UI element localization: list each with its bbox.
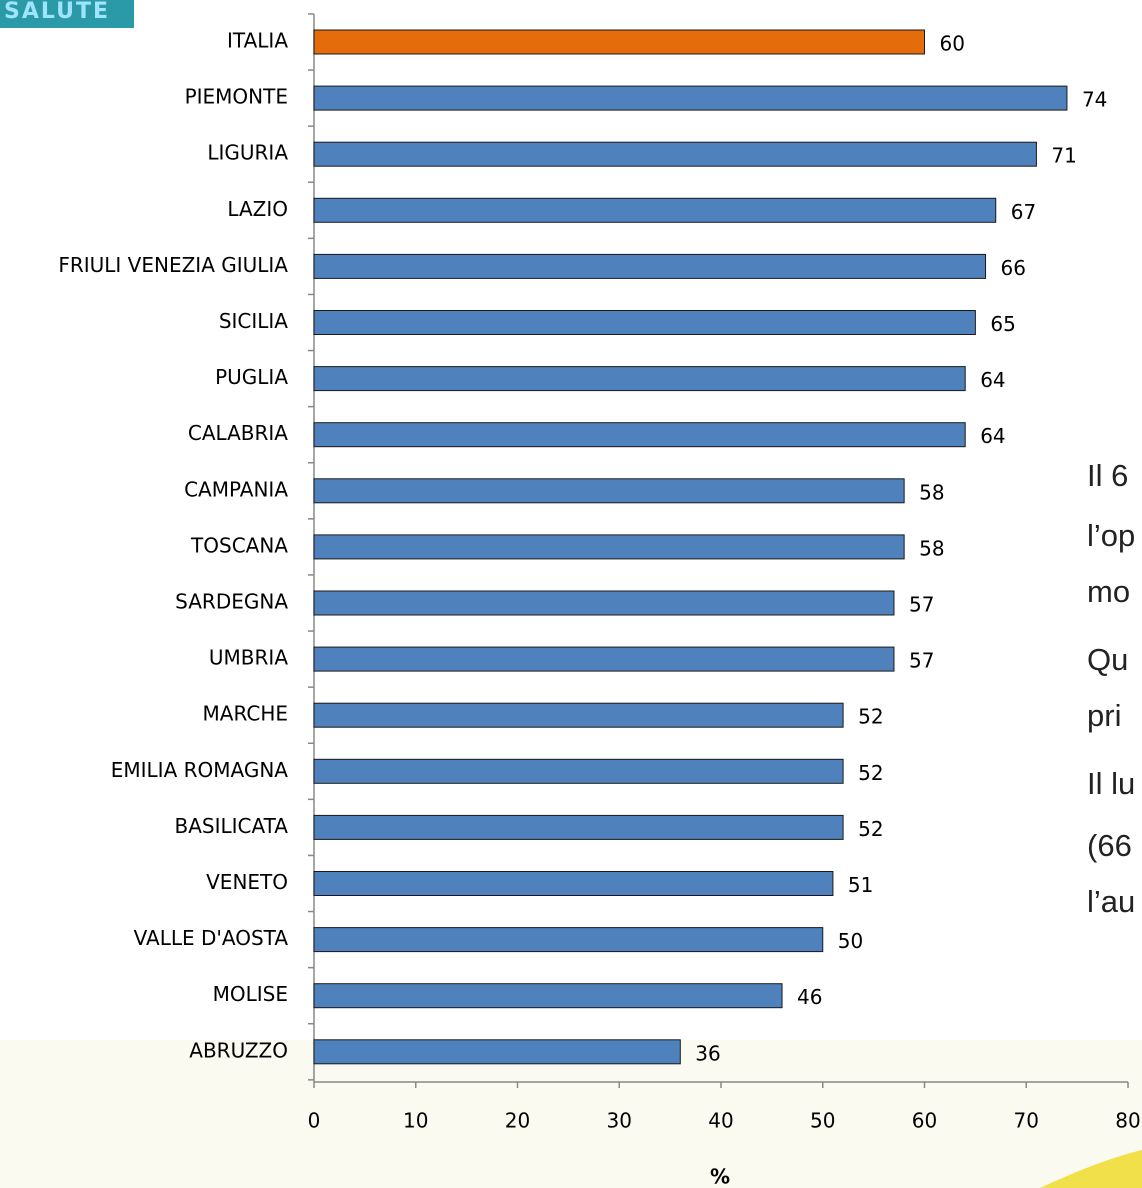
bar (313, 590, 895, 616)
y-tick-label: PUGLIA (215, 365, 288, 389)
data-label: 74 (1082, 88, 1107, 112)
bar (313, 141, 1037, 167)
bar (313, 422, 966, 448)
y-tick-label: CALABRIA (188, 421, 288, 445)
x-tick-label: 40 (708, 1109, 733, 1133)
background-band (0, 1040, 1142, 1188)
y-tick-label: PIEMONTE (185, 85, 288, 109)
data-label: 64 (980, 368, 1005, 392)
bar (313, 1039, 681, 1065)
y-tick-label: VALLE D'AOSTA (134, 926, 289, 950)
side-text-line: Il 6 (1087, 458, 1128, 493)
data-label: 51 (848, 873, 873, 897)
bar (313, 253, 987, 279)
y-tick-label: VENETO (206, 870, 288, 894)
data-label: 58 (919, 536, 944, 560)
bar (313, 702, 844, 728)
side-text-line: (66 (1087, 828, 1132, 863)
side-text-line: Il lu (1087, 766, 1135, 801)
x-tick-label: 50 (810, 1109, 835, 1133)
y-tick-label: ABRUZZO (189, 1038, 288, 1062)
y-tick-label: MARCHE (203, 702, 288, 726)
y-tick-label: FRIULI VENEZIA GIULIA (58, 253, 288, 277)
side-text-line: l’op (1087, 518, 1135, 553)
data-label: 58 (919, 480, 944, 504)
side-text-line: pri (1087, 698, 1121, 733)
y-tick-label: ITALIA (227, 29, 288, 53)
decoration (1040, 1150, 1142, 1188)
x-tick-label: 80 (1115, 1109, 1140, 1133)
y-tick-label: SARDEGNA (175, 590, 288, 614)
x-tick-label: 20 (505, 1109, 530, 1133)
y-tick-label: SICILIA (219, 309, 288, 333)
data-label: 67 (1011, 200, 1036, 224)
bar (313, 85, 1068, 111)
side-text-line: mo (1087, 574, 1130, 609)
bar (313, 366, 966, 392)
bar (313, 534, 905, 560)
data-label: 64 (980, 424, 1005, 448)
bar (313, 758, 844, 784)
y-tick-label: TOSCANA (190, 533, 288, 557)
data-label: 52 (858, 761, 883, 785)
data-label: 66 (1001, 256, 1026, 280)
x-tick-label: 10 (403, 1109, 428, 1133)
side-text-line: Qu (1087, 642, 1128, 677)
y-tick-label: MOLISE (213, 982, 288, 1006)
y-tick-label: EMILIA ROMAGNA (111, 758, 289, 782)
y-tick-label: CAMPANIA (184, 477, 288, 501)
bar (313, 927, 824, 953)
data-label: 52 (858, 705, 883, 729)
data-label: 50 (838, 929, 863, 953)
data-label: 46 (797, 985, 822, 1009)
side-text: Il 6 l’op mo Qu pri Il lu (66 l’au (1087, 458, 1135, 919)
x-tick-label: 70 (1014, 1109, 1039, 1133)
logo (0, 0, 134, 28)
data-label: 60 (940, 32, 965, 56)
x-tick-label: 60 (912, 1109, 937, 1133)
bar (313, 814, 844, 840)
y-tick-label: LAZIO (227, 197, 288, 221)
bar (313, 310, 976, 335)
bar (313, 478, 905, 504)
data-label: 52 (858, 817, 883, 841)
bar (313, 29, 925, 55)
y-tick-label: UMBRIA (209, 646, 288, 670)
y-tick-label: BASILICATA (175, 814, 289, 838)
x-tick-label: 0 (308, 1109, 321, 1133)
logo-text: SALUTE (4, 0, 110, 24)
bar (313, 983, 783, 1009)
y-tick-label: LIGURIA (207, 141, 288, 165)
bar (313, 646, 895, 672)
data-label: 65 (990, 312, 1015, 336)
x-axis-label: % (710, 1165, 730, 1188)
data-label: 36 (695, 1041, 720, 1065)
x-tick-label: 30 (607, 1109, 632, 1133)
data-label: 71 (1051, 144, 1076, 168)
bar (313, 871, 834, 896)
data-label: 57 (909, 649, 934, 673)
data-label: 57 (909, 593, 934, 617)
side-text-line: l’au (1087, 884, 1135, 919)
bar (313, 197, 997, 223)
